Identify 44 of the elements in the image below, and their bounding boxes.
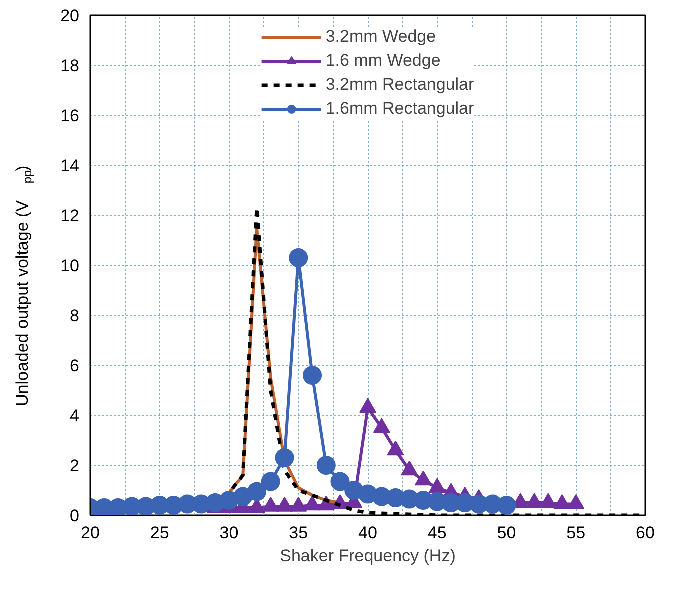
point	[248, 482, 266, 502]
y-tick-label: 2	[70, 456, 80, 476]
point	[275, 448, 294, 468]
point	[330, 472, 350, 492]
point	[276, 497, 294, 512]
point	[497, 496, 516, 515]
x-tick-label: 60	[636, 524, 655, 542]
point	[428, 478, 446, 494]
legend-label: 1.6 mm Wedge	[326, 51, 441, 71]
point	[262, 497, 280, 512]
point	[526, 493, 543, 508]
x-tick-label: 30	[220, 524, 239, 542]
y-tick-label: 8	[70, 306, 80, 326]
point	[316, 456, 336, 475]
point	[261, 472, 280, 492]
y-axis-title: Unloaded output voltage (Vpp)	[13, 166, 34, 407]
point	[540, 493, 557, 508]
y-tick-label: 14	[60, 156, 80, 176]
y-tick-label: 12	[60, 206, 80, 226]
point	[401, 460, 418, 476]
point	[290, 497, 308, 512]
x-tick-label: 45	[428, 524, 447, 542]
point	[554, 494, 571, 510]
legend-label: 3.2mm Wedge	[326, 27, 436, 47]
point	[289, 248, 308, 268]
point	[304, 496, 321, 511]
x-tick-label: 35	[289, 524, 308, 542]
y-tick-label: 0	[70, 506, 80, 526]
y-tick-label: 4	[70, 406, 80, 426]
x-tick-label: 40	[358, 524, 378, 542]
legend-label: 1.6mm Rectangular	[326, 99, 474, 119]
x-axis-title: Shaker Frequency (Hz)	[280, 546, 456, 566]
point	[568, 494, 585, 510]
legend-label: 3.2mm Rectangular	[326, 75, 474, 95]
y-tick-label: 20	[60, 6, 80, 26]
x-tick-label: 50	[497, 524, 516, 542]
x-tick-label: 55	[566, 524, 586, 542]
y-tick-label: 16	[60, 106, 80, 126]
y-tick-label: 18	[60, 56, 80, 76]
y-tick-label: 10	[60, 256, 80, 276]
point	[303, 366, 322, 385]
x-tick-label: 25	[150, 524, 170, 542]
point	[415, 470, 432, 486]
y-tick-label: 6	[70, 356, 80, 376]
